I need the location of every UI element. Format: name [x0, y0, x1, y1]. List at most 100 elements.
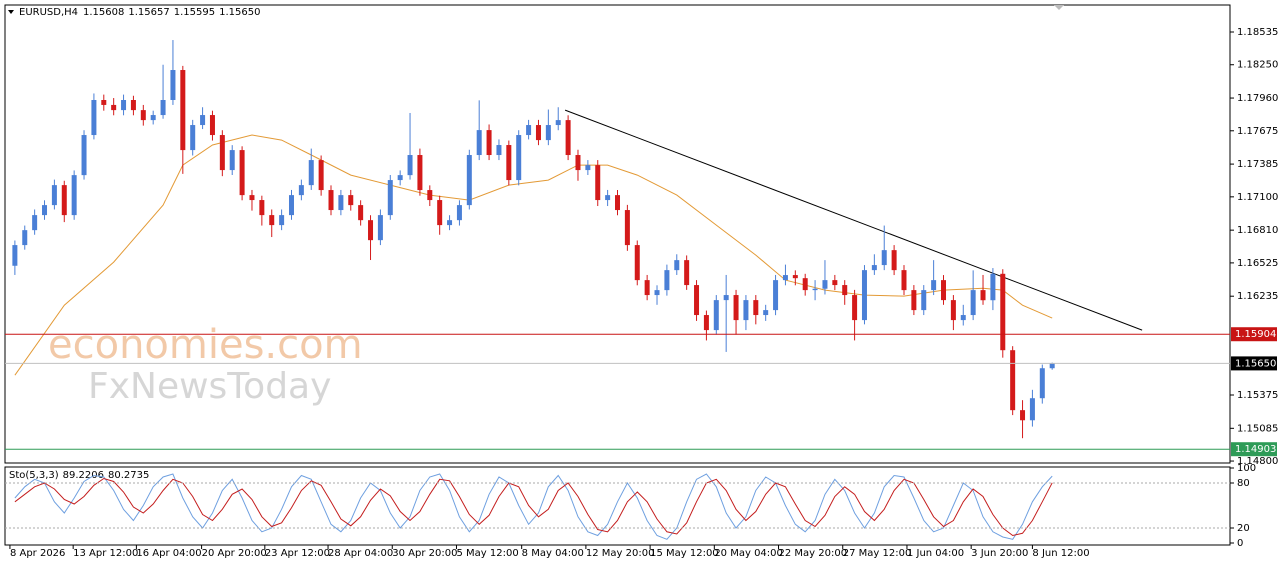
candle-body	[51, 185, 57, 206]
candle-body	[782, 275, 788, 281]
menu-arrow[interactable]	[8, 10, 14, 14]
candle-body	[338, 195, 344, 211]
watermark: FxNewsToday	[88, 366, 331, 407]
candle-body	[150, 115, 156, 121]
x-tick-label: 8 Apr 2026	[10, 548, 65, 559]
x-tick-label: 8 Jun 12:00	[1032, 548, 1089, 559]
oscillator-tick-label: 0	[1237, 538, 1243, 549]
candle-body	[12, 245, 18, 266]
x-tick-label: 28 Apr 04:00	[328, 548, 393, 559]
y-tick-label: 1.17675	[1237, 126, 1278, 137]
ohlc-open: 1.15608	[83, 7, 124, 18]
watermark: economies.com	[48, 322, 363, 368]
y-tick-label: 1.16235	[1237, 291, 1278, 302]
oscillator-signal: 80.2735	[108, 470, 149, 481]
candle-body	[871, 265, 877, 271]
oscillator-line	[14, 477, 1053, 537]
candle-body	[476, 130, 482, 156]
candle-body	[61, 185, 67, 216]
candle-body	[713, 300, 719, 331]
candle-body	[901, 270, 907, 291]
x-tick-label: 30 Apr 20:00	[392, 548, 457, 559]
candle-body	[180, 70, 186, 151]
candle-body	[397, 175, 403, 181]
candle-body	[723, 295, 729, 301]
candle-body	[941, 280, 947, 301]
oscillator-tick-label: 20	[1237, 523, 1250, 534]
candle-body	[81, 135, 87, 176]
candle-body	[417, 155, 423, 191]
candle-body	[101, 100, 107, 105]
candle-body	[91, 100, 97, 136]
ohlc-low: 1.15595	[174, 7, 215, 18]
candle-body	[950, 300, 956, 321]
candle-body	[1000, 273, 1006, 351]
y-tick-label: 1.18250	[1237, 60, 1278, 71]
oscillator-plot	[14, 473, 1053, 540]
x-tick-label: 27 May 12:00	[843, 548, 912, 559]
price-level-tag	[1231, 327, 1277, 342]
oscillator-label: Sto(5,3,3)	[9, 470, 59, 481]
candle-body	[130, 100, 136, 111]
candle-body	[773, 280, 779, 311]
candle-body	[852, 295, 858, 321]
candle-body	[308, 160, 314, 186]
candle-body	[200, 115, 206, 126]
candle-body	[703, 315, 709, 331]
candle-body	[368, 220, 374, 241]
candle-body	[209, 115, 215, 136]
candle-body	[71, 175, 77, 216]
candle-body	[170, 70, 176, 101]
candle-body	[407, 155, 413, 176]
x-tick-label: 20 Apr 20:00	[202, 548, 267, 559]
candle-body	[891, 250, 897, 271]
oscillator-line	[14, 473, 1053, 540]
candle-body	[911, 290, 917, 311]
candle-body	[239, 150, 245, 196]
candle-body	[377, 215, 383, 241]
candle-body	[615, 195, 620, 211]
candle-body	[575, 155, 581, 171]
candle-body	[674, 260, 680, 271]
x-tick-label: 12 May 20:00	[586, 548, 655, 559]
main-plot	[12, 40, 1143, 439]
candle-body	[1010, 350, 1016, 411]
candle-body	[140, 110, 146, 121]
moving-average	[14, 134, 1053, 376]
x-tick-label: 22 May 20:00	[779, 548, 848, 559]
candle-body	[269, 215, 275, 226]
candle-body	[1039, 368, 1045, 399]
candle-body	[980, 290, 986, 301]
candle-body	[447, 220, 453, 226]
candle-body	[812, 288, 818, 291]
ohlc-high: 1.15657	[128, 7, 169, 18]
candle-body	[634, 245, 640, 281]
candle-body	[743, 300, 749, 321]
y-tick-label: 1.16810	[1237, 225, 1278, 236]
x-tick-label: 13 Apr 12:00	[73, 548, 138, 559]
candle-body	[516, 135, 522, 181]
candle-body	[318, 160, 324, 191]
y-tick-label: 1.14800	[1237, 456, 1278, 467]
x-tick-label: 3 Jun 20:00	[971, 548, 1028, 559]
candle-body	[279, 215, 285, 226]
candle-body	[229, 150, 235, 171]
trendline	[564, 109, 1143, 331]
price-level-tag	[1231, 442, 1277, 457]
candle-body	[486, 130, 492, 156]
candle-body	[121, 100, 127, 111]
candle-body	[496, 145, 502, 156]
y-tick-label: 1.17960	[1237, 93, 1278, 104]
candle-body	[437, 200, 443, 226]
candle-body	[585, 165, 591, 171]
candle-body	[259, 200, 265, 216]
oscillator-tick-label: 80	[1237, 478, 1250, 489]
candle-body	[753, 300, 759, 316]
price-level-label: 1.15650	[1235, 358, 1276, 369]
candle-body	[348, 195, 354, 206]
oscillator-tick-label: 100	[1237, 463, 1256, 474]
candle-body	[595, 165, 601, 201]
candle-body	[249, 195, 255, 201]
candle-body	[605, 195, 611, 201]
